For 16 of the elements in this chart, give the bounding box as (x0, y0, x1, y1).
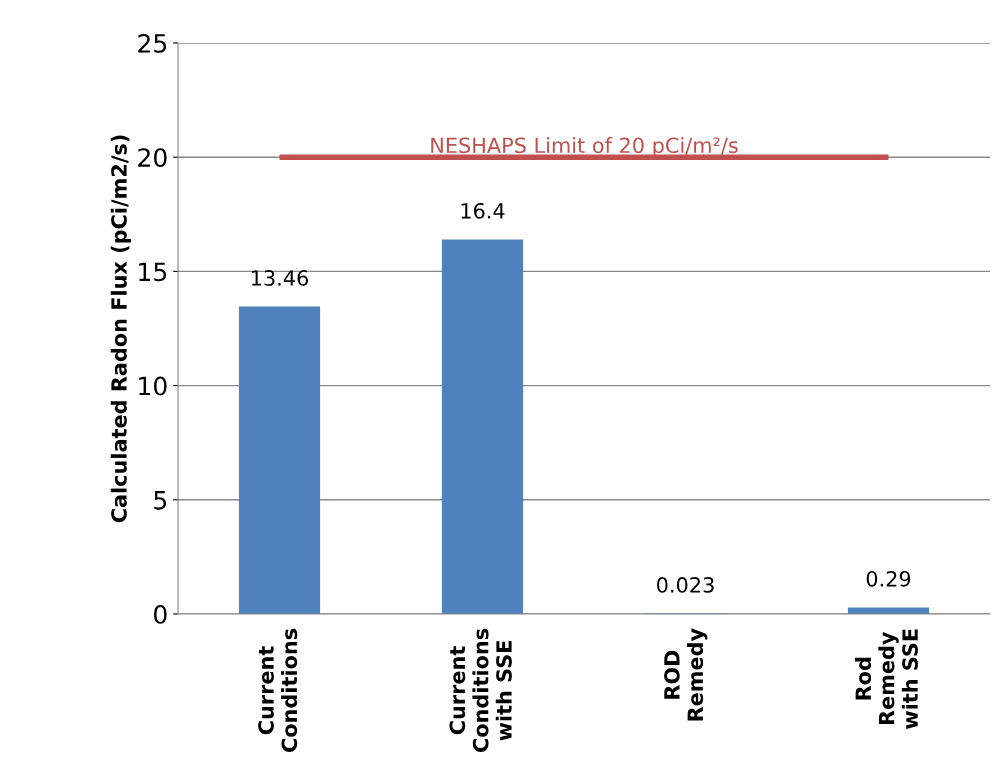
y-tick-label: 15 (139, 262, 167, 282)
y-tick-label: 25 (138, 33, 167, 53)
data-label: 0.29 (866, 570, 911, 587)
data-label: 16.4 (461, 202, 505, 219)
y-tick-label: 5 (154, 491, 167, 510)
data-label: 13.46 (251, 270, 309, 286)
ref-line-label: NESHAPS Limit of 20 pCi/m²/s (431, 137, 738, 158)
x-tick-label: Current Conditions with SSE (449, 628, 512, 752)
x-tick-label: Current Conditions (258, 628, 298, 752)
x-tick-label: ROD Remedy (664, 628, 708, 721)
data-label: 0.023 (657, 577, 714, 593)
y-axis-title: Calculated Radon Flux (pCi/m2/s) (110, 135, 131, 523)
y-tick-label: 20 (138, 148, 167, 168)
x-tick-label: Rod Remedy with SSE (855, 629, 918, 729)
y-tick-label: 10 (139, 376, 167, 396)
y-tick-label: 0 (154, 604, 167, 624)
